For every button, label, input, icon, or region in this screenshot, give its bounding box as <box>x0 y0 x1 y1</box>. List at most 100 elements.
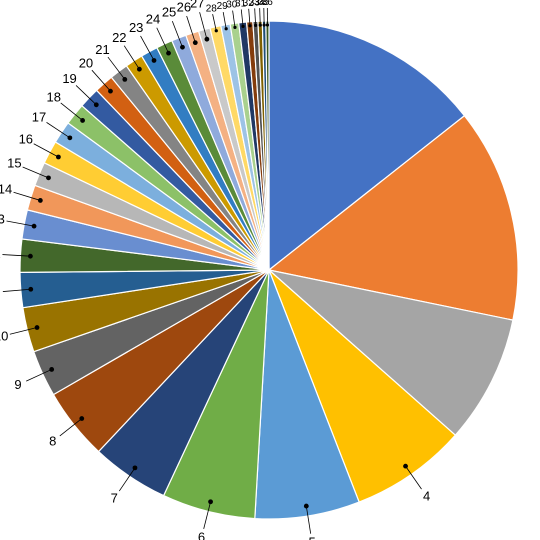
leader-line-12 <box>2 254 31 257</box>
slice-label-33: 33 <box>249 0 261 8</box>
slice-label-14: 14 <box>0 182 12 197</box>
leader-dot-13 <box>31 223 37 229</box>
slice-label-16: 16 <box>19 132 33 147</box>
leader-dot-19 <box>93 102 99 108</box>
slice-label-23: 23 <box>129 20 143 35</box>
slice-label-8: 8 <box>49 434 56 449</box>
leader-dot-5 <box>303 503 309 509</box>
pie-slice-1 <box>268 20 466 272</box>
slice-label-6: 6 <box>198 530 205 540</box>
leader-line-13 <box>6 220 35 227</box>
slice-label-27: 27 <box>190 0 204 10</box>
leader-dot-22 <box>136 66 142 72</box>
leader-line-32 <box>248 8 251 26</box>
slice-label-19: 19 <box>62 71 76 86</box>
leader-dot-27 <box>204 36 210 42</box>
slice-label-11: 11 <box>0 284 1 299</box>
leader-dot-12 <box>28 253 33 259</box>
pie-labels: 4 5 6 7 8 9 10 11 12 13 14 15 16 17181920212223242526… <box>0 0 430 540</box>
slice-label-36: 36 <box>262 0 274 8</box>
leader-line-27 <box>199 12 208 40</box>
pie-slice-2 <box>267 114 519 321</box>
slice-label-13: 13 <box>0 211 5 226</box>
leader-line-8 <box>59 418 83 437</box>
leader-line-33 <box>254 8 257 26</box>
leader-dot-31 <box>241 24 245 28</box>
leader-line-34 <box>259 8 261 26</box>
leader-line-10 <box>9 327 38 335</box>
leader-line-17 <box>46 122 71 139</box>
leader-line-23 <box>140 35 155 61</box>
slice-label-25: 25 <box>162 5 176 20</box>
slice-label-7: 7 <box>111 491 118 506</box>
leader-dot-23 <box>151 58 157 63</box>
leader-line-24 <box>156 27 169 54</box>
leader-dot-25 <box>180 44 185 50</box>
leader-line-26 <box>186 15 196 43</box>
leader-line-4 <box>405 465 422 490</box>
slice-label-20: 20 <box>79 55 93 70</box>
leader-line-22 <box>123 45 140 70</box>
leader-dot-35 <box>262 23 266 27</box>
pie-slices <box>19 20 519 520</box>
leader-line-19 <box>75 85 97 106</box>
slice-label-32: 32 <box>243 0 255 9</box>
slice-label-24: 24 <box>146 12 160 27</box>
slice-label-34: 34 <box>254 0 266 8</box>
slice-label-35: 35 <box>258 0 270 8</box>
leader-dot-14 <box>37 198 43 203</box>
leader-dot-20 <box>108 88 113 94</box>
leader-dot-36 <box>265 23 270 27</box>
leader-dot-10 <box>34 325 40 330</box>
leader-line-5 <box>305 506 312 534</box>
leader-line-16 <box>33 143 59 158</box>
leader-dot-32 <box>248 24 252 28</box>
leader-line-28 <box>212 14 217 31</box>
leader-dot-4 <box>403 463 408 469</box>
leader-dot-34 <box>258 23 262 27</box>
slice-label-4: 4 <box>423 489 430 504</box>
pie-slice-3 <box>266 268 514 437</box>
leader-dot-9 <box>49 367 55 372</box>
slice-label-17: 17 <box>32 109 46 124</box>
leader-dot-30 <box>233 25 237 29</box>
leader-line-20 <box>91 69 111 92</box>
leader-line-18 <box>60 102 83 121</box>
leader-dot-18 <box>80 118 85 123</box>
leader-line-29 <box>222 11 227 29</box>
leader-dot-11 <box>28 286 34 292</box>
slice-label-22: 22 <box>112 30 126 45</box>
leader-line-25 <box>171 20 183 48</box>
slice-label-26: 26 <box>177 0 191 14</box>
leader-line-9 <box>26 369 52 382</box>
leader-dot-24 <box>166 50 171 56</box>
slice-label-10: 10 <box>0 328 8 343</box>
leader-line-11 <box>2 288 31 292</box>
slice-label-18: 18 <box>46 89 60 104</box>
leader-line-21 <box>107 56 126 80</box>
leader-dot-8 <box>79 416 85 421</box>
leader-dot-7 <box>132 465 138 471</box>
leader-line-30 <box>232 10 236 28</box>
leader-line-14 <box>13 191 41 201</box>
slice-label-28: 28 <box>206 3 218 14</box>
leader-dot-16 <box>56 154 61 160</box>
leader-dot-6 <box>208 499 213 505</box>
slice-label-29: 29 <box>217 1 229 12</box>
leader-dot-26 <box>192 40 198 46</box>
slice-label-30: 30 <box>226 0 238 11</box>
leader-line-15 <box>22 166 49 179</box>
leader-line-7 <box>118 467 136 492</box>
slice-label-5: 5 <box>308 535 315 540</box>
slice-label-12: 12 <box>0 246 1 261</box>
leader-dot-17 <box>67 135 73 141</box>
leader-dot-29 <box>224 27 228 31</box>
leader-dot-21 <box>122 76 128 82</box>
leader-line-31 <box>240 9 244 27</box>
leader-dot-33 <box>254 23 258 27</box>
leader-dot-15 <box>46 175 51 181</box>
leader-line-6 <box>203 501 211 529</box>
slice-label-21: 21 <box>95 42 109 57</box>
leader-dot-28 <box>214 29 218 33</box>
